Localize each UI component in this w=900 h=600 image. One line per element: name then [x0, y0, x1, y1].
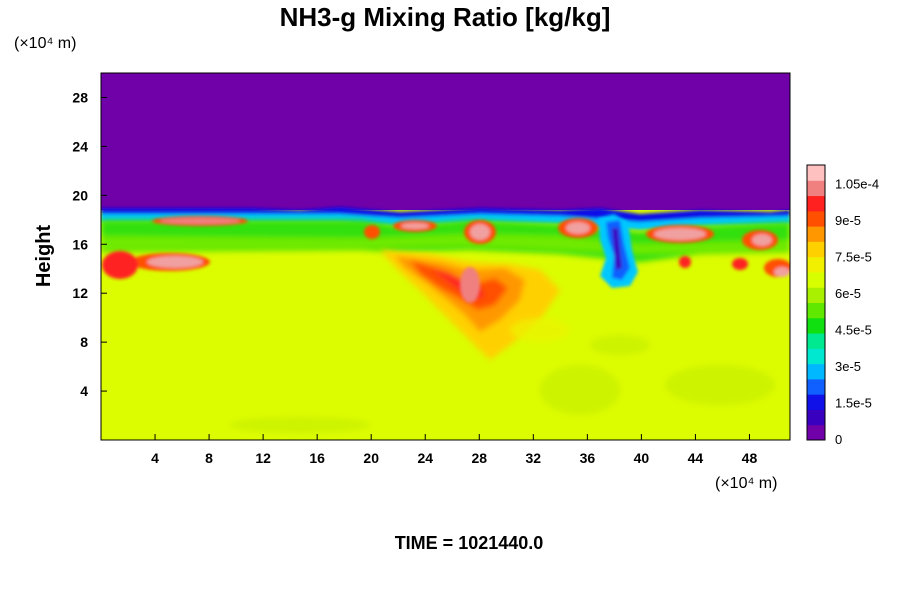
colorbar-swatch	[807, 210, 825, 227]
colorbar-tick-label: 0	[835, 432, 842, 447]
y-tick-label: 16	[72, 236, 88, 252]
colorbar-swatch	[807, 180, 825, 197]
x-tick-label: 24	[417, 450, 433, 466]
colorbar-swatch	[807, 195, 825, 212]
colorbar	[806, 164, 826, 441]
lower-swirls	[230, 318, 775, 433]
x-tick-label: 36	[580, 450, 596, 466]
colorbar-swatch	[807, 424, 825, 441]
colorbar-swatch	[807, 394, 825, 410]
colorbar-swatch	[807, 226, 825, 242]
colorbar-swatch	[807, 363, 825, 380]
y-tick-label: 4	[80, 383, 88, 399]
time-label: TIME = 1021440.0	[395, 533, 544, 553]
colorbar-tick-label: 9e-5	[835, 213, 861, 228]
x-tick-label: 12	[255, 450, 271, 466]
x-tick-label: 44	[688, 450, 704, 466]
colorbar-swatch	[807, 256, 825, 273]
colorbar-swatch	[807, 317, 825, 334]
colorbar-frame	[806, 164, 826, 441]
colorbar-swatch	[807, 409, 825, 426]
colorbar-tick-label: 1.5e-5	[835, 395, 872, 410]
y-tick-label: 12	[72, 285, 88, 301]
colorbar-swatch	[807, 302, 825, 319]
downdraft-plume	[598, 214, 638, 288]
y-axis-label: Height	[33, 225, 55, 288]
chart-title: NH3-g Mixing Ratio [kg/kg]	[280, 2, 611, 32]
colorbar-swatch	[807, 287, 825, 303]
colorbar-tick-label: 1.05e-4	[835, 176, 879, 191]
colorbar-swatch	[807, 271, 825, 288]
x-tick-label: 20	[363, 450, 379, 466]
colorbar-tick-label: 6e-5	[835, 286, 861, 301]
upper-layer	[101, 73, 790, 210]
y-tick-label: 24	[72, 138, 88, 154]
x-tick-label: 48	[742, 450, 758, 466]
y-tick-label: 28	[72, 89, 88, 105]
x-tick-label: 16	[309, 450, 325, 466]
colorbar-tick-label: 7.5e-5	[835, 249, 872, 264]
x-ticks: 4 8 12 16 20 24 28 32 36 40 44 48	[151, 434, 757, 466]
peak-patches	[102, 216, 790, 303]
x-unit-label: (×10⁴ m)	[715, 475, 777, 492]
colorbar-tick-label: 4.5e-5	[835, 322, 872, 337]
plot-frame	[100, 72, 791, 441]
x-tick-label: 28	[471, 450, 487, 466]
colorbar-swatch	[807, 348, 825, 365]
y-tick-label: 8	[80, 334, 88, 350]
y-ticks: 4 8 12 16 20 24 28	[72, 89, 107, 399]
x-tick-label: 8	[205, 450, 213, 466]
x-tick-label: 32	[526, 450, 542, 466]
colorbar-ticks: 0 1.5e-5 3e-5 4.5e-5 6e-5 7.5e-5 9e-5 1.05e-4	[835, 176, 879, 447]
x-tick-label: 40	[634, 450, 650, 466]
colorbar-swatch	[807, 333, 825, 349]
colorbar-tick-label: 3e-5	[835, 359, 861, 374]
plot-area	[101, 73, 790, 440]
colorbar-swatch	[807, 241, 825, 258]
x-tick-label: 4	[151, 450, 159, 466]
colorbar-swatch	[807, 378, 825, 395]
y-unit-label: (×10⁴ m)	[14, 35, 76, 52]
y-tick-label: 20	[72, 187, 88, 203]
colorbar-swatch	[807, 165, 825, 181]
